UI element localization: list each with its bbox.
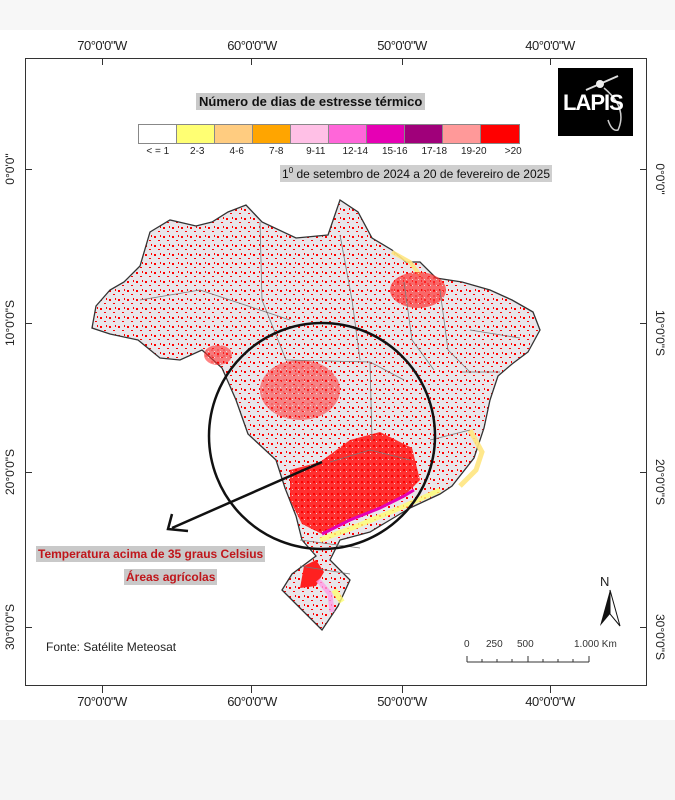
legend-label-7: 17-18: [421, 146, 448, 157]
south-fringe: [316, 578, 335, 613]
scale-label-0: 0: [464, 639, 470, 650]
highlight-circle: [207, 321, 437, 551]
legend-swatch-5: [329, 125, 367, 143]
annotation-temperature: Temperatura acima de 35 graus Celsius: [36, 546, 266, 562]
legend-label-0: < = 1: [146, 146, 170, 157]
legend-label-5: 12-14: [342, 146, 369, 157]
yellow-fringe: [319, 487, 442, 543]
legend-color-bar: [138, 124, 520, 144]
tick-top-50w: [402, 58, 403, 65]
legend-labels: < = 1 2-3 4-6 7-8 9-11 12-14 15-16 17-18…: [138, 146, 533, 157]
northeast-coast-yellow: [391, 250, 422, 277]
source-credit: Fonte: Satélite Meteosat: [46, 640, 177, 654]
tick-left-30s: [25, 627, 32, 628]
scale-label-250: 250: [486, 639, 503, 650]
tick-right-20s: [640, 472, 647, 473]
scale-label-1000: 1.000 Km: [574, 639, 617, 650]
tick-left-10s: [25, 323, 32, 324]
scale-label-500: 500: [517, 639, 534, 650]
period-label: 10 de setembro de 2024 a 20 de fevereiro…: [280, 165, 552, 182]
lon-label-top-50w: 50°0'0"W: [377, 38, 427, 53]
dense-stress-region: [290, 432, 420, 534]
tick-top-70w: [102, 58, 103, 65]
tick-top-40w: [550, 58, 551, 65]
lon-label-top-40w: 40°0'0"W: [525, 38, 575, 53]
tick-bot-60w: [251, 686, 252, 693]
tick-left-0: [25, 169, 32, 170]
legend-swatch-7: [405, 125, 443, 143]
south-yellow: [331, 588, 345, 604]
scale-bar: [466, 656, 590, 663]
period-text: de setembro de 2024 a 20 de fevereiro de…: [293, 167, 550, 181]
legend-swatch-3: [253, 125, 291, 143]
northeast-cluster: [390, 272, 446, 308]
annotation-arrow-line: [171, 460, 323, 530]
tick-bot-40w: [550, 686, 551, 693]
lon-label-bot-70w: 70°0'0"W: [77, 694, 127, 709]
legend-swatch-2: [215, 125, 253, 143]
legend-label-9: >20: [504, 146, 522, 157]
legend-label-4: 9-11: [306, 146, 326, 157]
legend-title: Número de dias de estresse térmico: [196, 93, 426, 110]
satellite-icon: [585, 75, 622, 132]
magenta-fringe: [321, 488, 415, 536]
north-arrow-icon: [600, 589, 621, 627]
annotation-agricultural-areas: Áreas agrícolas: [124, 569, 218, 585]
logo-text: LAPIS: [563, 90, 624, 115]
legend-label-6: 15-16: [381, 146, 408, 157]
legend-swatch-0: [139, 125, 177, 143]
legend-label-3: 7-8: [269, 146, 284, 157]
tick-left-20s: [25, 472, 32, 473]
tick-bot-70w: [102, 686, 103, 693]
lon-label-bot-60w: 60°0'0"W: [227, 694, 277, 709]
legend-swatch-1: [177, 125, 215, 143]
legend-label-8: 19-20: [460, 146, 487, 157]
lapis-logo: LAPIS: [558, 68, 633, 136]
legend-swatch-4: [291, 125, 329, 143]
period-superscript: 0: [288, 166, 294, 175]
tick-top-60w: [251, 58, 252, 65]
tick-right-10s: [640, 323, 647, 324]
legend-swatch-8: [443, 125, 481, 143]
legend-swatch-6: [367, 125, 405, 143]
tick-right-30s: [640, 627, 647, 628]
legend-label-1: 2-3: [190, 146, 205, 157]
top-band: [0, 0, 675, 30]
mato-grosso-cluster: [260, 360, 340, 420]
lon-label-bot-50w: 50°0'0"W: [377, 694, 427, 709]
east-coast-yellow: [458, 428, 485, 488]
lon-label-bot-40w: 40°0'0"W: [525, 694, 575, 709]
rondonia-cluster: [204, 345, 232, 365]
north-label: N: [600, 574, 610, 589]
legend-label-2: 4-6: [229, 146, 244, 157]
period-prefix: 1: [282, 167, 289, 181]
state-borders: [139, 221, 521, 575]
lon-label-top-70w: 70°0'0"W: [77, 38, 127, 53]
lon-label-top-60w: 60°0'0"W: [227, 38, 277, 53]
bottom-band: [0, 720, 675, 800]
annotation-arrow-head: [166, 513, 189, 533]
tick-bot-50w: [402, 686, 403, 693]
legend-swatch-9: [481, 125, 519, 143]
tick-right-0: [640, 169, 647, 170]
